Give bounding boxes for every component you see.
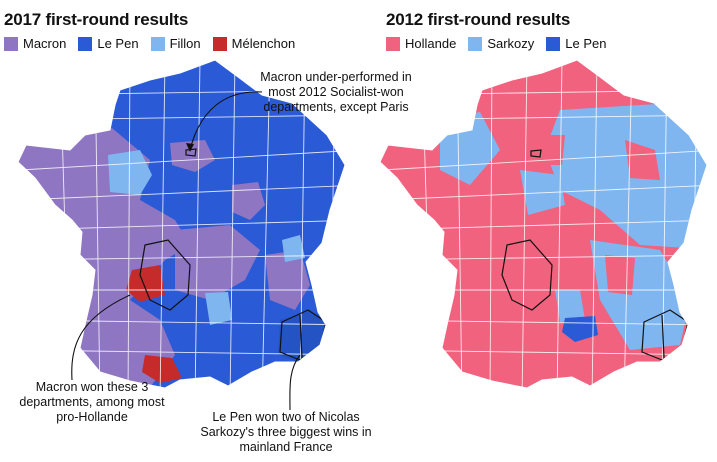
leader-line-paris: [189, 91, 263, 151]
region-macron-east: [232, 182, 265, 220]
outline-three-departments: [139, 239, 191, 311]
region-melenchon-south: [142, 355, 182, 383]
region-hollande-northeast-pocket: [625, 140, 660, 180]
outline-three-departments-2012: [501, 239, 553, 311]
legend-item-hollande: Hollande: [386, 36, 456, 51]
region-fillon-east: [282, 235, 305, 262]
left-map-title: 2017 first-round results: [4, 10, 189, 29]
legend-label: Macron: [23, 36, 67, 51]
annotation-three-departments: Macron won these 3 departments, among mo…: [19, 380, 165, 424]
left-legend: Macron Le Pen Fillon Mélenchon: [4, 36, 307, 51]
legend-item-sarkozy: Sarkozy: [468, 36, 534, 51]
region-macron-central: [175, 225, 260, 300]
region-melenchon-correze: [126, 265, 165, 302]
legend-label: Fillon: [169, 36, 201, 51]
annotation-le-pen-southeast: Le Pen won two of Nicolas Sarkozy's thre…: [200, 410, 372, 454]
legend-swatch-le-pen-2012: [546, 36, 561, 51]
map-2012: [379, 59, 708, 389]
legend-swatch-melenchon: [212, 36, 227, 51]
legend-label: Sarkozy: [487, 36, 535, 51]
legend-item-macron: Macron: [4, 36, 66, 51]
legend-label: Mélenchon: [231, 36, 296, 51]
annotation-paris: Macron under-performed in most 2012 Soci…: [260, 70, 412, 114]
region-fillon-central: [205, 292, 232, 325]
legend-label: Hollande: [405, 36, 457, 51]
region-hollande-east-pocket: [605, 255, 635, 295]
legend-swatch-hollande: [386, 36, 400, 51]
map-2012-coast: [379, 59, 708, 389]
paris-marker-2012: [530, 149, 542, 158]
legend-item-melenchon: Mélenchon: [212, 36, 296, 51]
map-2017-coast: [17, 59, 346, 389]
legend-label: Le Pen: [97, 36, 139, 51]
right-legend: Hollande Sarkozy Le Pen: [386, 36, 619, 51]
paris-marker: [185, 148, 197, 157]
legend-swatch-le-pen: [78, 36, 93, 51]
legend-item-le-pen: Le Pen: [78, 36, 139, 51]
region-hollande-north-pocket: [535, 135, 565, 165]
region-macron-rhone: [265, 250, 310, 310]
legend-swatch-fillon: [150, 36, 165, 51]
arrowhead-paris: [186, 143, 194, 152]
right-map-title: 2012 first-round results: [386, 10, 571, 29]
legend-label: Le Pen: [565, 36, 607, 51]
region-fillon-west: [108, 150, 152, 195]
legend-swatch-sarkozy: [468, 36, 483, 51]
legend-item-le-pen-2012: Le Pen: [546, 36, 607, 51]
leader-line-southeast: [289, 354, 301, 411]
legend-swatch-macron: [4, 36, 18, 51]
leader-line-three-departments: [71, 294, 131, 381]
legend-item-fillon: Fillon: [150, 36, 201, 51]
region-sarkozy-southwest: [555, 290, 585, 322]
